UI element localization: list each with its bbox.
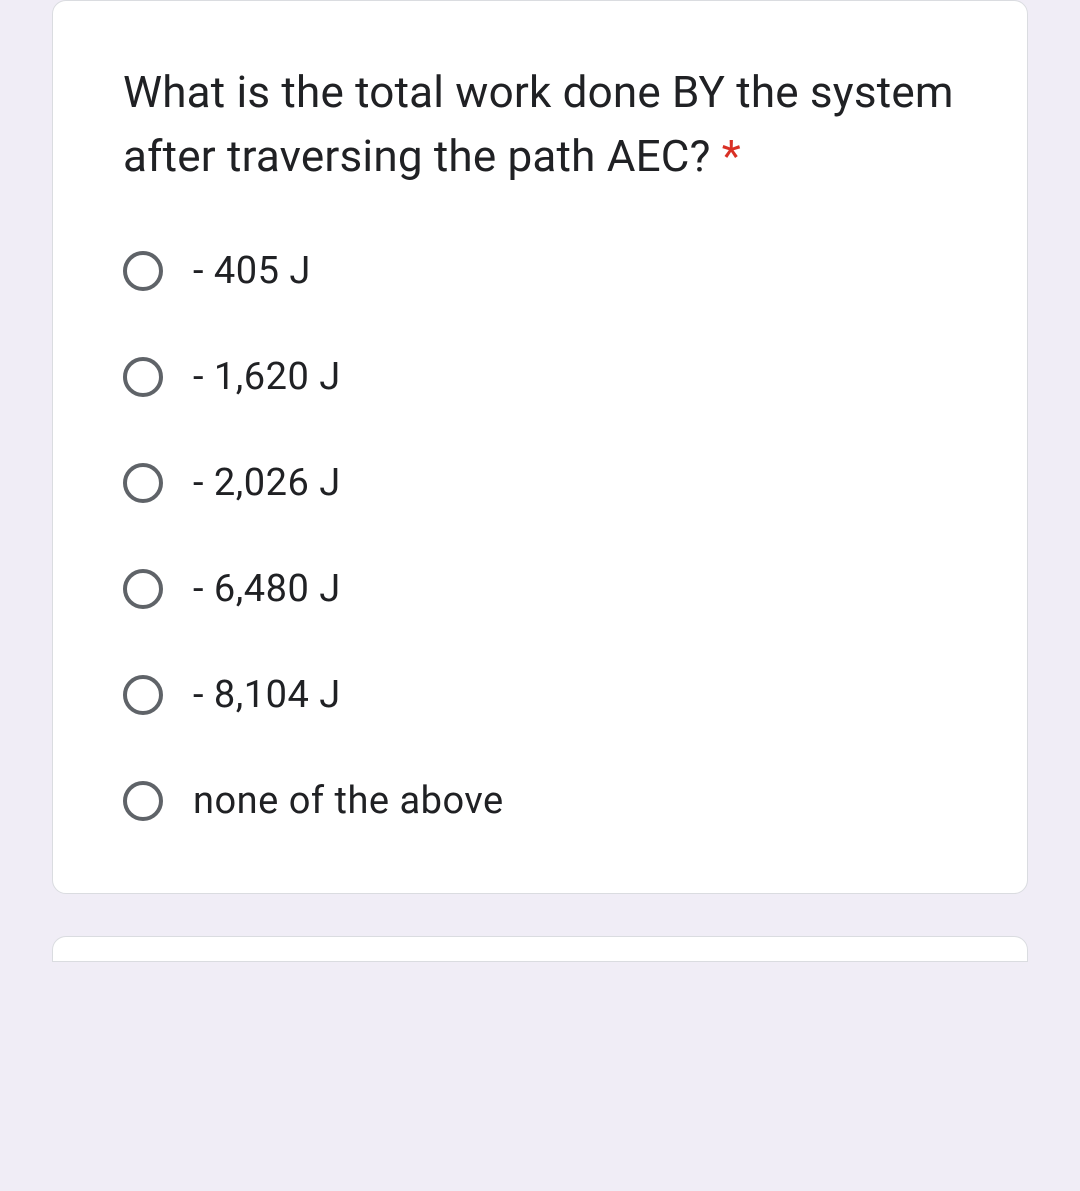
option-label: - 2,026 J [193, 461, 341, 505]
next-card-peek [52, 936, 1028, 962]
option-row[interactable]: - 6,480 J [123, 567, 957, 611]
option-row[interactable]: - 8,104 J [123, 673, 957, 717]
radio-icon[interactable] [123, 463, 163, 503]
page-container: What is the total work done BY the syste… [0, 0, 1080, 992]
radio-icon[interactable] [123, 675, 163, 715]
option-label: - 1,620 J [193, 355, 341, 399]
option-label: none of the above [193, 779, 504, 823]
option-row[interactable]: - 1,620 J [123, 355, 957, 399]
option-label: - 405 J [193, 249, 311, 293]
option-row[interactable]: - 2,026 J [123, 461, 957, 505]
option-label: - 8,104 J [193, 673, 341, 717]
question-text-content: What is the total work done BY the syste… [123, 66, 954, 182]
option-row[interactable]: - 405 J [123, 249, 957, 293]
radio-icon[interactable] [123, 781, 163, 821]
question-text: What is the total work done BY the syste… [123, 61, 957, 189]
question-card: What is the total work done BY the syste… [52, 0, 1028, 894]
option-row[interactable]: none of the above [123, 779, 957, 823]
required-marker: * [722, 130, 741, 182]
option-label: - 6,480 J [193, 567, 341, 611]
radio-icon[interactable] [123, 569, 163, 609]
radio-icon[interactable] [123, 357, 163, 397]
radio-icon[interactable] [123, 251, 163, 291]
